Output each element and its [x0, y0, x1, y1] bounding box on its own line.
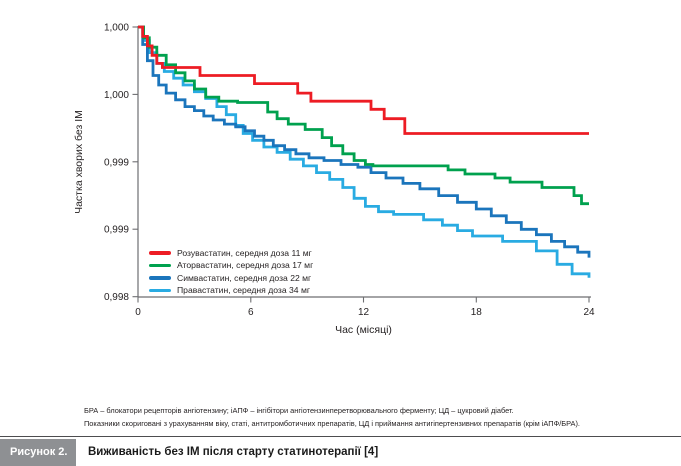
legend-swatch-rosuvastatin	[149, 251, 171, 255]
caption-label: Рисунок 2.	[0, 439, 76, 466]
y-tick-label: 0,998	[104, 292, 129, 303]
y-tick-label: 1,000	[104, 90, 129, 101]
legend-item-pravastatin: Правастатин, середня доза 34 мг	[149, 284, 313, 296]
y-tick-label: 0,999	[104, 157, 129, 168]
curve-simvastatin	[138, 25, 591, 258]
legend-label-simvastatin: Симвастатин, середня доза 22 мг	[177, 272, 312, 283]
caption-text: Виживаність без ІМ після старту статинот…	[88, 446, 379, 458]
legend-label-rosuvastatin: Розувастатин, середня доза 11 мг	[177, 247, 312, 258]
caption-divider	[0, 436, 681, 437]
x-tick-label: 18	[471, 307, 483, 318]
survival-chart: 1,000 1,000 0,999 0,999 0,998 Частка хво…	[73, 23, 595, 337]
x-axis-title: Час (місяці)	[335, 324, 392, 336]
y-tick-label: 1,000	[104, 23, 129, 34]
footnote-line-2: Показники скориговані з урахуванням віку…	[84, 418, 580, 428]
x-tick-label: 12	[358, 307, 370, 318]
legend-swatch-pravastatin	[149, 288, 171, 293]
curve-rosuvastatin	[138, 25, 589, 135]
legend-swatch-atorvastatin	[149, 263, 171, 268]
caption-bar: Рисунок 2. Виживаність без ІМ після стар…	[0, 439, 681, 466]
legend-item-rosuvastatin: Розувастатин, середня доза 11 мг	[149, 247, 313, 259]
x-tick-label: 0	[135, 307, 141, 318]
footnotes: БРА – блокатори рецепторів ангіотензину;…	[84, 405, 678, 430]
legend-label-atorvastatin: Аторвастатин, середня доза 17 мг	[177, 260, 314, 271]
legend-label-pravastatin: Правастатин, середня доза 34 мг	[177, 285, 311, 296]
y-tick-label: 0,999	[104, 225, 129, 236]
legend-item-atorvastatin: Аторвастатин, середня доза 17 мг	[149, 259, 313, 271]
x-tick-label: 24	[583, 307, 595, 318]
x-tick-label: 6	[248, 307, 254, 318]
legend-item-simvastatin: Симвастатин, середня доза 22 мг	[149, 272, 313, 284]
y-axis-title: Частка хворих без ІМ	[73, 110, 85, 214]
curve-pravastatin	[138, 25, 591, 278]
legend-swatch-simvastatin	[149, 276, 171, 280]
legend: Розувастатин, середня доза 11 мг Аторвас…	[149, 247, 313, 297]
footnote-line-1: БРА – блокатори рецепторів ангіотензину;…	[84, 406, 514, 415]
